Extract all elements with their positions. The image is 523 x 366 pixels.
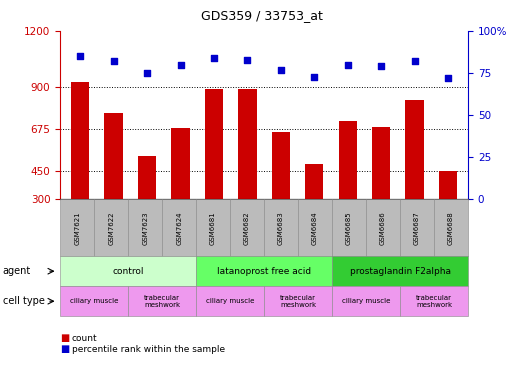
Point: [377, 64, 385, 70]
Bar: [238, 89, 257, 255]
Text: GDS359 / 33753_at: GDS359 / 33753_at: [200, 9, 323, 22]
Text: prostaglandin F2alpha: prostaglandin F2alpha: [349, 267, 451, 276]
Text: percentile rank within the sample: percentile rank within the sample: [72, 345, 225, 354]
Text: GSM7624: GSM7624: [176, 211, 182, 244]
Text: ciliary muscle: ciliary muscle: [70, 298, 118, 304]
Point: [310, 74, 319, 79]
Text: cell type: cell type: [3, 296, 44, 306]
Text: GSM7623: GSM7623: [142, 211, 148, 244]
Point: [277, 67, 285, 73]
Bar: [439, 171, 457, 255]
Bar: [338, 121, 357, 255]
Text: GSM6685: GSM6685: [346, 211, 352, 244]
Text: trabecular
meshwork: trabecular meshwork: [144, 295, 180, 308]
Text: trabecular
meshwork: trabecular meshwork: [416, 295, 452, 308]
Bar: [205, 89, 223, 255]
Text: GSM6684: GSM6684: [312, 211, 318, 244]
Text: GSM7621: GSM7621: [74, 211, 80, 244]
Bar: [271, 132, 290, 255]
Point: [176, 62, 185, 68]
Text: trabecular
meshwork: trabecular meshwork: [280, 295, 316, 308]
Bar: [405, 100, 424, 255]
Bar: [372, 127, 390, 255]
Text: ■: ■: [60, 344, 70, 354]
Text: count: count: [72, 334, 97, 343]
Point: [411, 59, 419, 64]
Point: [243, 57, 252, 63]
Point: [143, 70, 151, 76]
Text: ■: ■: [60, 333, 70, 343]
Bar: [105, 113, 123, 255]
Point: [109, 59, 118, 64]
Text: GSM6681: GSM6681: [210, 211, 216, 245]
Text: ciliary muscle: ciliary muscle: [206, 298, 254, 304]
Text: GSM6688: GSM6688: [448, 211, 454, 245]
Bar: [71, 82, 89, 255]
Point: [76, 53, 84, 59]
Text: GSM6682: GSM6682: [244, 211, 250, 244]
Text: control: control: [112, 267, 144, 276]
Bar: [305, 164, 323, 255]
Text: agent: agent: [3, 266, 31, 276]
Text: GSM6683: GSM6683: [278, 211, 284, 245]
Text: GSM6686: GSM6686: [380, 211, 386, 245]
Point: [444, 75, 452, 81]
Point: [344, 62, 352, 68]
Text: GSM6687: GSM6687: [414, 211, 420, 245]
Point: [210, 55, 218, 61]
Bar: [138, 156, 156, 255]
Bar: [172, 128, 190, 255]
Text: ciliary muscle: ciliary muscle: [342, 298, 390, 304]
Text: GSM7622: GSM7622: [108, 211, 114, 244]
Text: latanoprost free acid: latanoprost free acid: [217, 267, 311, 276]
